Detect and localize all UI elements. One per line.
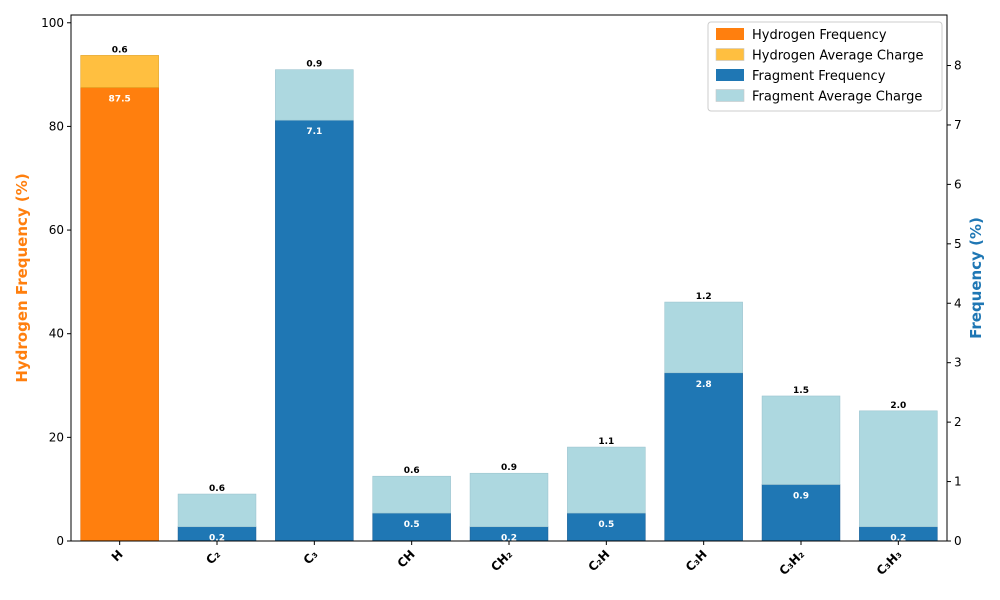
data-label-fragment-frequency-8: 0.2: [890, 534, 906, 544]
left-tick-label-80: 80: [49, 119, 64, 133]
right-tick-label-5: 5: [954, 237, 962, 251]
data-label-fragment-average-charge-6: 1.2: [696, 292, 712, 302]
legend-label-2: Fragment Frequency: [752, 69, 886, 84]
data-label-fragment-frequency-6: 2.8: [696, 380, 712, 390]
right-tick-label-1: 1: [954, 475, 962, 489]
data-label-fragment-frequency-2: 7.1: [306, 127, 322, 137]
data-label-fragment-average-charge-1: 0.6: [209, 484, 225, 494]
legend-label-3: Fragment Average Charge: [752, 90, 922, 105]
bar-fragment-frequency-6: [664, 372, 743, 542]
bar-hydrogen-average-charge-0: [80, 55, 159, 88]
data-label-fragment-frequency-5: 0.5: [598, 520, 614, 530]
right-tick-label-3: 3: [954, 356, 962, 370]
right-tick-label-4: 4: [954, 296, 962, 310]
data-label-fragment-frequency-1: 0.2: [209, 534, 225, 544]
x-tick-label-6: C₃H: [683, 547, 710, 574]
data-label-fragment-average-charge-3: 0.6: [404, 466, 420, 476]
right-tick-label-2: 2: [954, 415, 962, 429]
data-label-hydrogen-average-charge-0: 0.6: [112, 45, 128, 55]
x-tick-label-3: CH: [395, 547, 418, 570]
bar-fragment-average-charge-8: [859, 410, 938, 528]
left-tick-label-100: 100: [41, 16, 64, 30]
data-label-fragment-average-charge-5: 1.1: [598, 437, 614, 447]
bar-fragment-average-charge-2: [275, 69, 354, 121]
bar-fragment-average-charge-1: [177, 493, 257, 528]
left-axis-label: Hydrogen Frequency (%): [13, 173, 31, 382]
right-axis-label: Frequency (%): [967, 217, 985, 339]
bar-fragment-frequency-5: [567, 512, 646, 542]
x-tick-label-8: C₃H₃: [874, 547, 905, 578]
right-tick-label-6: 6: [954, 177, 962, 191]
x-tick-label-1: C₂: [203, 547, 223, 567]
bar-fragment-average-charge-4: [469, 472, 549, 528]
x-tick-label-7: C₃H₂: [776, 547, 807, 578]
legend-swatch-3: [715, 89, 745, 102]
left-tick-label-60: 60: [49, 223, 64, 237]
data-label-fragment-frequency-4: 0.2: [501, 534, 517, 544]
bar-fragment-average-charge-5: [567, 446, 646, 514]
bars-layer: [80, 55, 938, 542]
left-tick-label-20: 20: [49, 430, 64, 444]
data-label-fragment-average-charge-8: 2.0: [890, 401, 906, 411]
data-label-fragment-frequency-3: 0.5: [404, 520, 420, 530]
legend-box: [707, 21, 943, 112]
right-tick-label-8: 8: [954, 59, 962, 73]
bar-fragment-average-charge-6: [664, 301, 743, 374]
bar-fragment-frequency-7: [761, 484, 841, 542]
x-tick-label-5: C₂H: [586, 547, 613, 574]
x-tick-label-4: CH₂: [488, 547, 515, 574]
x-tick-label-0: H: [109, 547, 126, 564]
legend-swatch-1: [715, 48, 745, 61]
left-tick-label-40: 40: [49, 327, 64, 341]
legend-label-0: Hydrogen Frequency: [752, 28, 887, 43]
data-label-fragment-average-charge-7: 1.5: [793, 386, 809, 396]
data-label-fragment-frequency-7: 0.9: [793, 492, 809, 502]
right-tick-label-7: 7: [954, 118, 962, 132]
data-label-fragment-average-charge-2: 0.9: [306, 60, 322, 70]
legend-swatch-2: [716, 69, 744, 81]
data-label-hydrogen-frequency-0: 87.5: [109, 95, 131, 105]
bar-fragment-frequency-2: [275, 119, 354, 542]
legend-swatch-0: [716, 28, 744, 40]
legend-label-1: Hydrogen Average Charge: [752, 49, 924, 64]
data-label-fragment-average-charge-4: 0.9: [501, 463, 517, 473]
legend: Hydrogen Frequency Hydrogen Average Charg…: [707, 21, 943, 112]
x-tick-label-2: C₃: [301, 547, 321, 567]
right-tick-label-0: 0: [954, 534, 962, 548]
bar-fragment-average-charge-3: [372, 475, 451, 514]
bar-hydrogen-frequency-0: [80, 87, 159, 542]
data-labels-layer: 87.5 0.6 0.2 7.1 0.5 0.2 0.5 2.8 0.9 0.2 0.6 0.9 0.6…: [109, 45, 907, 543]
left-tick-label-0: 0: [56, 534, 64, 548]
bar-fragment-average-charge-7: [761, 395, 841, 485]
